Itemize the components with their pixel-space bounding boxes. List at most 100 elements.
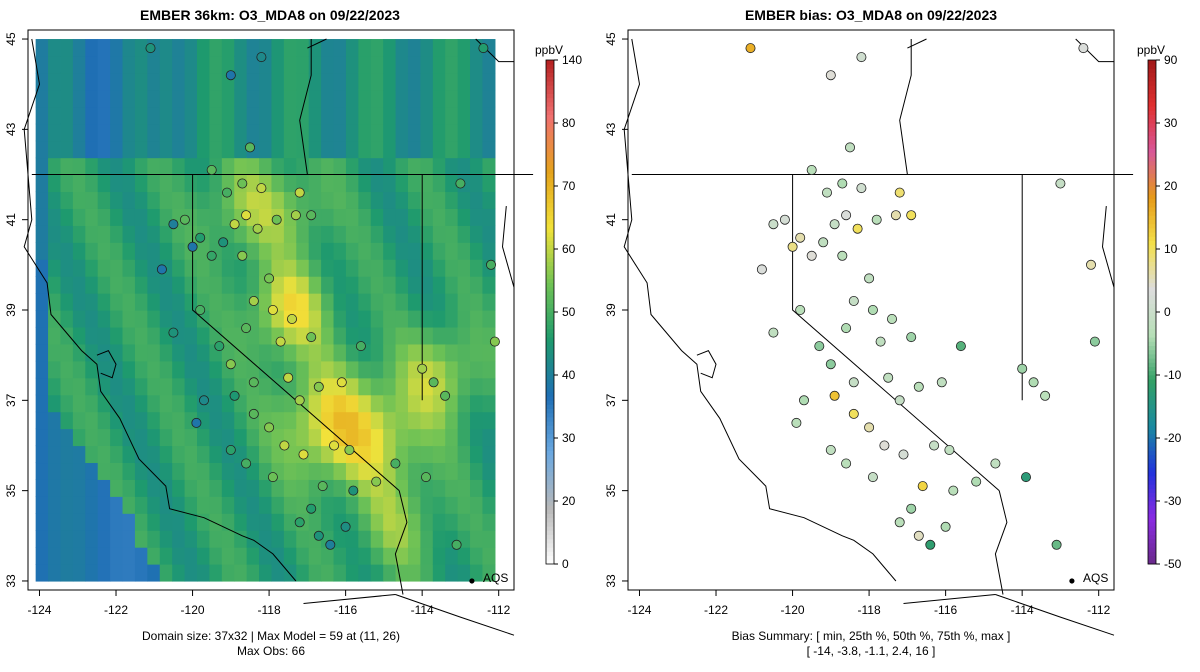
grid-cell: [221, 428, 235, 447]
grid-cell: [395, 157, 409, 176]
grid-cell: [407, 445, 421, 464]
grid-cell: [445, 225, 459, 243]
grid-cell: [159, 360, 173, 379]
site-marker: [195, 232, 206, 243]
grid-cell: [345, 225, 359, 243]
grid-cell: [184, 140, 198, 159]
model-grid: [35, 39, 496, 582]
site-marker: [340, 521, 351, 532]
panel-model: EMBER 36km: O3_MDA8 on 09/22/2023 -124 -1…: [4, 7, 582, 658]
grid-cell: [271, 411, 285, 430]
grid-cell: [395, 72, 409, 91]
grid-cell: [110, 377, 124, 396]
grid-cell: [221, 564, 235, 582]
colorbar-segment: [1148, 165, 1156, 170]
grid-cell: [321, 377, 335, 396]
grid-cell: [358, 530, 372, 548]
grid-cell: [432, 530, 446, 548]
colorbar-tick-label: 0: [1164, 305, 1171, 319]
grid-cell: [35, 157, 49, 176]
grid-cell: [321, 191, 335, 209]
grid-cell: [383, 225, 397, 243]
grid-cell: [271, 39, 285, 57]
state-border: [907, 38, 927, 49]
grid-cell: [184, 394, 198, 413]
grid-cell: [234, 411, 248, 430]
grid-cell: [432, 343, 446, 362]
grid-cell: [407, 39, 421, 57]
grid-cell: [35, 191, 49, 209]
grid-cell: [110, 225, 124, 243]
grid-cell: [147, 479, 161, 497]
grid-cell: [383, 72, 397, 91]
grid-cell: [172, 513, 186, 531]
grid-cell: [395, 174, 409, 193]
grid-cell: [296, 496, 310, 514]
grid-cell: [60, 55, 74, 74]
grid-cell: [470, 157, 484, 176]
grid-cell: [134, 411, 148, 430]
grid-cell: [345, 157, 359, 176]
grid-cell: [246, 89, 260, 108]
grid-cell: [60, 123, 74, 142]
grid-cell: [48, 428, 62, 447]
grid-cell: [383, 479, 397, 497]
grid-cell: [134, 242, 148, 260]
grid-cell: [196, 428, 211, 447]
colorbar-segment: [1148, 404, 1156, 409]
grid-cell: [72, 343, 86, 362]
colorbar-segment: [546, 202, 554, 208]
y-tick-label: 35: [4, 484, 18, 498]
grid-cell: [209, 140, 223, 159]
grid-cell: [172, 394, 186, 413]
grid-cell: [370, 343, 384, 362]
site-marker: [489, 336, 500, 347]
grid-cell: [383, 310, 397, 328]
grid-cell: [259, 89, 273, 108]
grid-cell: [370, 394, 384, 413]
grid-cell: [60, 394, 74, 413]
grid-cell: [345, 259, 359, 277]
colorbar-segment: [1148, 303, 1156, 309]
colorbar-segment: [546, 391, 554, 397]
aqs-marker: [469, 578, 475, 584]
grid-cell: [296, 293, 310, 311]
grid-cell: [35, 445, 49, 464]
site-marker: [867, 304, 878, 315]
site-marker: [317, 481, 328, 492]
grid-cell: [159, 394, 173, 413]
grid-cell: [407, 242, 421, 260]
grid-cell: [122, 55, 136, 74]
colorbar-segment: [546, 463, 554, 468]
x-tick-label: -114: [1011, 603, 1034, 617]
site-marker: [929, 440, 940, 451]
grid-cell: [271, 157, 285, 176]
colorbar-segment: [1148, 240, 1156, 246]
grid-cell: [395, 326, 409, 345]
grid-cell: [234, 445, 248, 464]
colorbar-segment: [546, 492, 554, 498]
grid-cell: [97, 174, 111, 193]
colorbar-segment: [1148, 160, 1156, 166]
grid-cell: [420, 394, 434, 413]
site-marker: [241, 458, 252, 469]
grid-cell: [333, 326, 347, 345]
grid-cell: [296, 55, 310, 74]
site-marker: [187, 241, 198, 252]
site-marker: [420, 472, 431, 483]
grid-cell: [246, 310, 260, 328]
colorbar-segment: [1148, 139, 1156, 145]
grid-cell: [159, 564, 173, 582]
grid-cell: [370, 564, 384, 582]
colorbar-segment: [546, 509, 554, 514]
grid-cell: [85, 140, 99, 159]
site-marker: [913, 381, 924, 392]
colorbar-segment: [546, 442, 554, 447]
state-border: [501, 206, 515, 288]
grid-cell: [283, 564, 297, 582]
site-marker: [837, 178, 848, 189]
grid-cell: [147, 89, 161, 108]
colorbar-segment: [546, 194, 554, 199]
grid-cell: [383, 360, 397, 379]
site-marker: [948, 485, 959, 496]
